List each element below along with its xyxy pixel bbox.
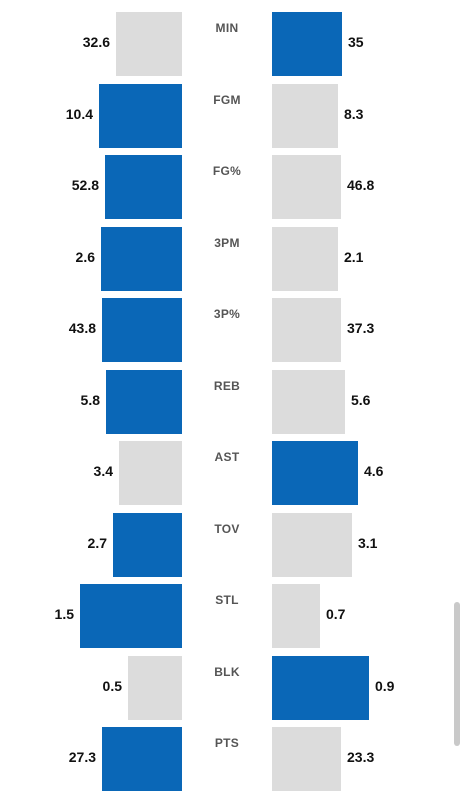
right-value: 5.6: [351, 392, 371, 408]
right-bar: [272, 84, 338, 148]
right-bar: [272, 656, 369, 720]
left-bar: [119, 441, 182, 505]
stat-row-ast: 3.4 AST 4.6: [0, 441, 460, 505]
right-bar: [272, 298, 341, 362]
right-bar: [272, 155, 341, 219]
left-bar: [113, 513, 182, 577]
left-bar: [105, 155, 182, 219]
right-bar: [272, 12, 342, 76]
stat-row-pts: 27.3 PTS 23.3: [0, 727, 460, 791]
stat-label: REB: [213, 379, 241, 393]
stat-row-3pm: 2.6 3PM 2.1: [0, 227, 460, 291]
left-bar: [102, 727, 182, 791]
left-bar: [106, 370, 182, 434]
stat-label: AST: [214, 450, 240, 464]
right-value: 4.6: [364, 463, 384, 479]
right-bar: [272, 370, 345, 434]
right-value: 2.1: [344, 249, 364, 265]
left-value: 0.5: [102, 678, 122, 694]
left-value: 43.8: [68, 320, 96, 336]
left-value: 5.8: [80, 392, 100, 408]
left-bar: [128, 656, 182, 720]
stat-comparison-list: 32.6 MIN 35 10.4 FGM 8.3 52.8 FG% 46.8 2.6 3PM 2.1 4…: [0, 12, 460, 800]
stat-label: 3PM: [214, 236, 240, 250]
stat-row-blk: 0.5 BLK 0.9: [0, 656, 460, 720]
left-bar: [101, 227, 182, 291]
right-bar: [272, 727, 341, 791]
right-value: 8.3: [344, 106, 364, 122]
stat-label: STL: [215, 593, 239, 607]
right-bar: [272, 513, 352, 577]
right-value: 0.9: [375, 678, 395, 694]
left-bar: [99, 84, 182, 148]
stat-label: FGM: [213, 93, 241, 107]
left-value: 10.4: [65, 106, 93, 122]
left-value: 1.5: [54, 606, 74, 622]
stat-row-stl: 1.5 STL 0.7: [0, 584, 460, 648]
left-value: 27.3: [68, 749, 96, 765]
left-value: 2.7: [87, 535, 107, 551]
left-bar: [116, 12, 182, 76]
right-bar: [272, 227, 338, 291]
left-value: 3.4: [93, 463, 113, 479]
stat-label: FG%: [212, 164, 242, 178]
right-bar: [272, 584, 320, 648]
stat-label: 3P%: [213, 307, 241, 321]
right-value: 23.3: [347, 749, 375, 765]
stat-row-min: 32.6 MIN 35: [0, 12, 460, 76]
stat-row-fgm: 10.4 FGM 8.3: [0, 84, 460, 148]
left-value: 32.6: [82, 34, 110, 50]
right-value: 37.3: [347, 320, 375, 336]
right-bar: [272, 441, 358, 505]
stat-row-tov: 2.7 TOV 3.1: [0, 513, 460, 577]
left-bar: [102, 298, 182, 362]
stat-label: TOV: [214, 522, 240, 536]
stat-label: MIN: [215, 21, 239, 35]
stat-row-fg-pct: 52.8 FG% 46.8: [0, 155, 460, 219]
right-value: 46.8: [347, 177, 375, 193]
stat-row-reb: 5.8 REB 5.6: [0, 370, 460, 434]
left-value: 52.8: [71, 177, 99, 193]
right-value: 3.1: [358, 535, 378, 551]
stat-label: PTS: [214, 736, 240, 750]
stat-row-3p-pct: 43.8 3P% 37.3: [0, 298, 460, 362]
left-bar: [80, 584, 182, 648]
stat-label: BLK: [214, 665, 240, 679]
right-value: 0.7: [326, 606, 346, 622]
scrollbar[interactable]: [454, 602, 460, 746]
right-value: 35: [348, 34, 364, 50]
left-value: 2.6: [75, 249, 95, 265]
